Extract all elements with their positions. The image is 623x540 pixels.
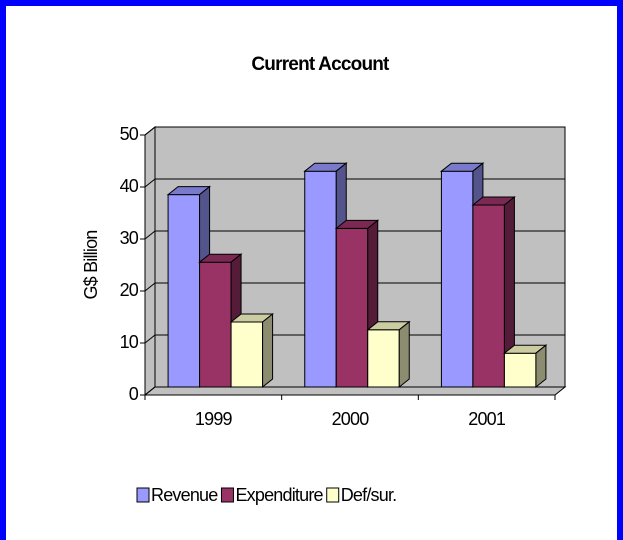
legend-swatch [136,487,150,503]
bar [503,352,537,388]
x-tick-label: 2000 [332,409,370,429]
legend-swatch [326,487,340,503]
y-tick-label: 30 [120,228,139,248]
y-tick-label: 10 [120,332,139,352]
bar-side [398,320,410,389]
grid-line [144,178,156,188]
grid-line [144,230,156,240]
chart-title: Current Account [251,54,390,75]
bar [440,170,474,388]
legend-swatch [220,487,234,503]
y-axis-label: G$ Billion [81,230,101,299]
x-tick-label: 2001 [468,409,506,429]
bar [304,170,337,388]
floor [143,386,567,396]
grid-line [144,386,156,396]
y-tick-label: 40 [120,176,139,196]
grid-line [144,334,156,344]
bar [335,227,369,388]
y-tick-label: 20 [120,280,139,300]
y-tick-label: 0 [129,384,139,404]
y-tick-label: 50 [120,124,139,144]
bar-side [535,344,547,389]
side-wall [144,125,156,397]
legend-label: Revenue [151,485,218,505]
x-tick-label: 1999 [195,409,233,429]
bar [167,194,201,388]
legend-label: Def/sur. [341,485,397,505]
bar-side [262,312,274,389]
legend-label: Expenditure [235,485,323,505]
grid-line [144,282,156,292]
bar [199,261,232,388]
grid-line [144,126,156,136]
bar [230,321,264,388]
bar [472,204,505,388]
bar [367,329,400,388]
